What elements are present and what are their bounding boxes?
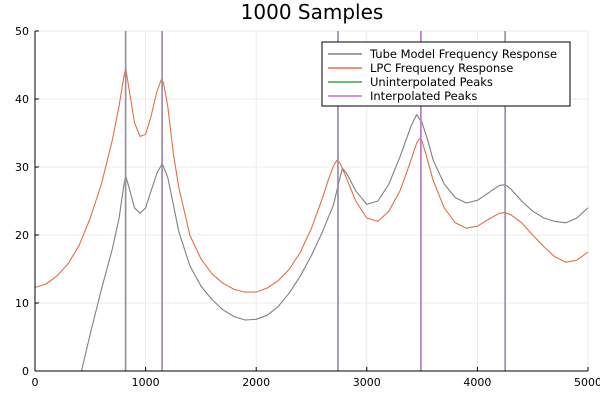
legend-label: LPC Frequency Response [370,61,513,75]
y-tick-label: 20 [15,229,29,242]
legend-label: Uninterpolated Peaks [370,75,493,89]
x-tick-label: 0 [32,376,39,389]
series-line-lpc-frequency-response [35,67,588,293]
y-tick-label: 50 [15,25,29,38]
legend-label: Tube Model Frequency Response [369,47,557,61]
chart-title: 1000 Samples [241,0,384,24]
y-tick-label: 0 [22,365,29,378]
legend-label: Interpolated Peaks [370,89,477,103]
x-tick-label: 2000 [242,376,270,389]
x-tick-label: 3000 [353,376,381,389]
x-tick-label: 4000 [463,376,491,389]
legend-box [321,41,571,107]
y-tick-label: 30 [15,161,29,174]
x-tick-label: 5000 [574,376,600,389]
axes: 0 1000 2000 3000 4000 5000 0 10 20 30 40 50 [15,25,600,389]
y-tick-label: 10 [15,297,29,310]
series-line-tube-model-frequency-response [80,114,588,371]
x-tick-label: 1000 [132,376,160,389]
y-tick-label: 40 [15,93,29,106]
